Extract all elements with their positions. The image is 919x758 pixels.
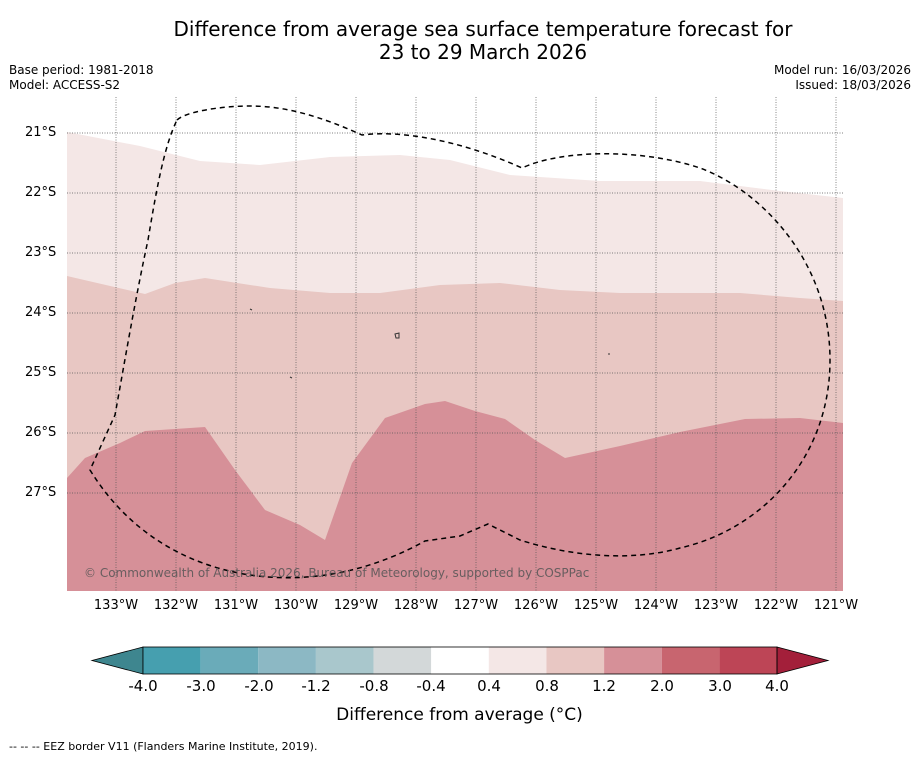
lat-label: 26°S — [25, 425, 57, 440]
eez-legend-footnote: -- -- -- EEZ border V11 (Flanders Marine… — [9, 740, 318, 753]
lat-label: 21°S — [25, 125, 57, 140]
colorbar-tick-label: 0.8 — [535, 677, 559, 695]
latitude-gridlines — [67, 132, 843, 494]
title-line-2: 23 to 29 March 2026 — [378, 40, 588, 64]
colorbar-segment — [258, 647, 316, 674]
issued-date: Issued: 18/03/2026 — [795, 78, 911, 92]
colorbar-segment — [719, 647, 777, 674]
lat-label: 24°S — [25, 305, 57, 320]
copyright-text: © Commonwealth of Australia 2026, Bureau… — [84, 566, 589, 580]
lon-label: 127°W — [453, 598, 499, 613]
island — [289, 376, 293, 379]
colorbar-tick-label: -2.0 — [244, 677, 274, 695]
lon-label: 128°W — [393, 598, 439, 613]
lon-label: 130°W — [273, 598, 319, 613]
colorbar-tick-label: 1.2 — [592, 677, 616, 695]
colorbar-tick-label: 4.0 — [765, 677, 789, 695]
colorbar-tick-label: -0.4 — [416, 677, 446, 695]
title-line-1: Difference from average sea surface temp… — [173, 17, 793, 41]
colorbar — [90, 646, 830, 675]
lon-label: 125°W — [573, 598, 619, 613]
colorbar-segment — [373, 647, 432, 674]
lat-label: 23°S — [25, 245, 57, 260]
lon-label: 131°W — [213, 598, 259, 613]
lon-label: 124°W — [633, 598, 679, 613]
model-name: Model: ACCESS-S2 — [9, 78, 121, 92]
lat-label: 25°S — [25, 365, 57, 380]
lon-label: 133°W — [93, 598, 139, 613]
colorbar-segment — [315, 647, 374, 674]
lon-label: 126°W — [513, 598, 559, 613]
colorbar-tick-label: 2.0 — [650, 677, 674, 695]
colorbar-segment — [546, 647, 605, 674]
colorbar-over-arrow — [776, 646, 830, 675]
colorbar-tick-label: -3.0 — [186, 677, 216, 695]
base-period: Base period: 1981-2018 — [9, 63, 154, 77]
lon-label: 121°W — [813, 598, 859, 613]
island — [394, 332, 400, 339]
lon-label: 122°W — [753, 598, 799, 613]
lat-label: 22°S — [25, 185, 57, 200]
colorbar-tick-label: -0.8 — [359, 677, 389, 695]
colorbar-title: Difference from average (°C) — [336, 705, 583, 725]
map-title: Difference from average sea surface temp… — [0, 18, 919, 64]
lon-label: 123°W — [693, 598, 739, 613]
meta-left: Base period: 1981-2018 Model: ACCESS-S2 — [9, 63, 154, 93]
region-1.2-2.0 — [67, 401, 843, 591]
eez-border — [89, 105, 831, 579]
model-run: Model run: 16/03/2026 — [773, 63, 911, 77]
colorbar-segment — [200, 647, 259, 674]
meta-right: Model run: 16/03/2026 Issued: 18/03/2026 — [774, 63, 911, 93]
colorbar-segment — [488, 647, 547, 674]
lon-label: 129°W — [333, 598, 379, 613]
colorbar-tick-label: 3.0 — [708, 677, 732, 695]
lon-label: 132°W — [153, 598, 199, 613]
colorbar-tick-label: -4.0 — [128, 677, 158, 695]
colorbar-segment — [431, 647, 489, 674]
colorbar-border — [142, 646, 778, 675]
lat-label: 27°S — [25, 485, 57, 500]
colorbar-tick-label: -1.2 — [301, 677, 331, 695]
colorbar-segment — [604, 647, 662, 674]
colorbar-under-arrow — [90, 646, 144, 675]
island — [249, 308, 253, 311]
colorbar-tick-label: 0.4 — [477, 677, 501, 695]
colorbar-segment — [661, 647, 720, 674]
colorbar-segment — [143, 647, 201, 674]
